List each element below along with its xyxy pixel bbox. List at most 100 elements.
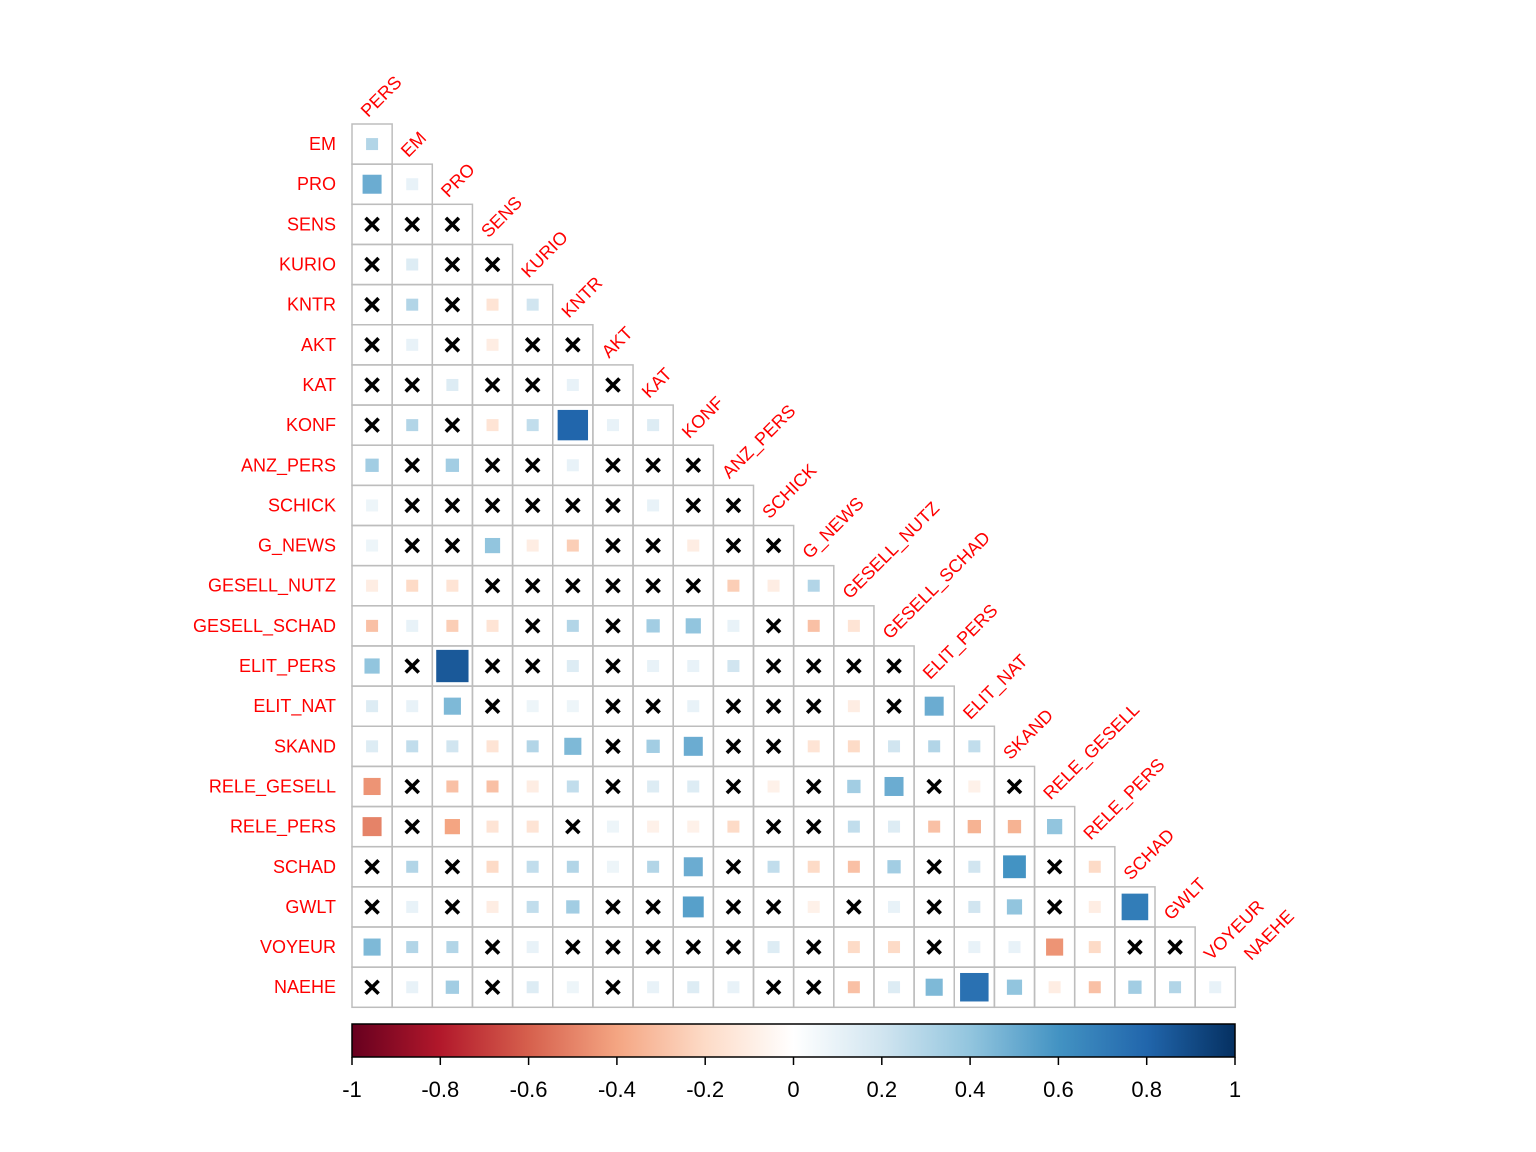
nonsignificant-cross-mark bbox=[886, 698, 902, 714]
cross-stroke bbox=[444, 537, 461, 554]
correlation-square bbox=[486, 820, 499, 833]
row-label: SCHICK bbox=[268, 495, 336, 515]
cross-stroke bbox=[765, 618, 782, 634]
colorbar-tick-label: -0.6 bbox=[510, 1077, 548, 1102]
correlation-square bbox=[566, 539, 579, 552]
nonsignificant-cross-mark bbox=[444, 859, 461, 875]
row-label: ELIT_PERS bbox=[239, 656, 336, 677]
cross-stroke bbox=[1127, 939, 1143, 955]
column-label: SCHICK bbox=[758, 460, 820, 522]
correlation-square bbox=[687, 780, 700, 793]
cross-stroke bbox=[805, 658, 822, 674]
cross-stroke bbox=[484, 658, 501, 674]
cross-stroke bbox=[605, 377, 621, 393]
correlation-square bbox=[566, 619, 579, 632]
correlation-square bbox=[406, 700, 419, 713]
cross-stroke bbox=[404, 658, 420, 674]
cross-stroke bbox=[805, 939, 822, 955]
nonsignificant-cross-mark bbox=[645, 457, 661, 474]
cross-stroke bbox=[805, 698, 822, 714]
correlation-square bbox=[486, 900, 499, 913]
cross-stroke bbox=[645, 939, 661, 955]
correlation-square bbox=[1209, 981, 1222, 994]
correlation-square bbox=[446, 780, 459, 793]
cross-stroke bbox=[364, 859, 380, 875]
nonsignificant-cross-mark bbox=[404, 658, 420, 674]
nonsignificant-cross-mark bbox=[565, 337, 581, 353]
correlation-square bbox=[566, 981, 579, 994]
correlation-square bbox=[968, 740, 981, 753]
correlation-square bbox=[566, 700, 579, 713]
nonsignificant-cross-mark bbox=[364, 377, 380, 393]
cross-stroke bbox=[1167, 939, 1183, 955]
correlation-square bbox=[1003, 855, 1026, 879]
correlation-square bbox=[365, 458, 379, 472]
nonsignificant-cross-mark bbox=[484, 256, 501, 273]
cross-stroke bbox=[484, 497, 501, 514]
cross-stroke bbox=[484, 457, 501, 474]
correlation-square bbox=[366, 619, 379, 632]
nonsignificant-cross-mark bbox=[484, 457, 501, 474]
nonsignificant-cross-mark bbox=[805, 818, 822, 835]
correlation-square bbox=[807, 860, 820, 873]
nonsignificant-cross-mark bbox=[805, 658, 822, 674]
correlation-square bbox=[727, 619, 740, 632]
correlation-square bbox=[847, 779, 861, 794]
nonsignificant-cross-mark bbox=[404, 377, 420, 393]
colorbar-tick-label: -0.4 bbox=[598, 1077, 636, 1102]
nonsignificant-cross-mark bbox=[484, 658, 501, 674]
cross-stroke bbox=[725, 899, 742, 915]
correlation-square bbox=[436, 649, 469, 683]
nonsignificant-cross-mark bbox=[846, 658, 862, 674]
nonsignificant-cross-mark bbox=[364, 337, 380, 353]
correlation-square bbox=[646, 739, 660, 753]
correlation-square bbox=[486, 338, 499, 351]
nonsignificant-cross-mark bbox=[846, 899, 862, 915]
nonsignificant-cross-mark bbox=[645, 939, 661, 955]
correlation-square bbox=[406, 860, 419, 873]
nonsignificant-cross-mark bbox=[605, 497, 621, 514]
nonsignificant-cross-mark bbox=[444, 417, 461, 433]
cross-stroke bbox=[1046, 859, 1063, 875]
correlation-square bbox=[446, 941, 459, 954]
colorbar: -1 -0.8 -0.6 -0.4 -0.2 0 0.2 0.4 0.6 0.8 1 bbox=[342, 1023, 1241, 1102]
correlation-square bbox=[1088, 860, 1101, 873]
correlation-square bbox=[606, 820, 619, 833]
correlation-square bbox=[968, 941, 981, 954]
correlation-square bbox=[884, 776, 904, 796]
cross-stroke bbox=[364, 377, 380, 393]
cross-stroke bbox=[484, 256, 501, 273]
nonsignificant-cross-mark bbox=[765, 979, 782, 995]
cross-stroke bbox=[725, 497, 742, 514]
nonsignificant-cross-mark bbox=[444, 216, 461, 233]
nonsignificant-cross-mark bbox=[725, 778, 742, 795]
nonsignificant-cross-mark bbox=[444, 497, 461, 514]
cross-stroke bbox=[605, 658, 621, 674]
cross-stroke bbox=[605, 497, 621, 514]
cross-stroke bbox=[605, 939, 621, 955]
nonsignificant-cross-mark bbox=[805, 979, 822, 995]
nonsignificant-cross-mark bbox=[605, 778, 621, 795]
nonsignificant-cross-mark bbox=[765, 818, 782, 835]
correlation-square bbox=[566, 660, 579, 673]
correlation-square bbox=[807, 740, 820, 753]
cross-stroke bbox=[886, 658, 902, 674]
cross-stroke bbox=[685, 457, 702, 474]
column-label: ELIT_PERS bbox=[919, 600, 1002, 683]
row-label: SENS bbox=[287, 214, 336, 234]
nonsignificant-cross-mark bbox=[605, 738, 621, 755]
nonsignificant-cross-mark bbox=[524, 457, 541, 474]
cross-stroke bbox=[364, 337, 380, 353]
nonsignificant-cross-mark bbox=[725, 497, 742, 514]
column-label: SENS bbox=[477, 192, 526, 241]
nonsignificant-cross-mark bbox=[605, 457, 621, 474]
nonsignificant-cross-mark bbox=[805, 698, 822, 714]
colorbar-tick-label: 0.2 bbox=[867, 1077, 898, 1102]
correlation-square bbox=[566, 459, 579, 472]
nonsignificant-cross-mark bbox=[605, 618, 621, 634]
cross-stroke bbox=[364, 899, 380, 915]
nonsignificant-cross-mark bbox=[685, 497, 702, 514]
cross-stroke bbox=[645, 698, 661, 714]
correlation-square bbox=[446, 378, 459, 391]
cross-stroke bbox=[725, 778, 742, 795]
